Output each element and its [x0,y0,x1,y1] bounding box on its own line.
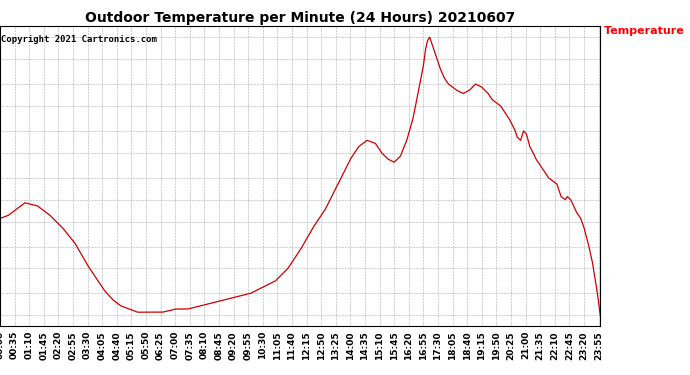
Text: Temperature  (°F): Temperature (°F) [604,26,690,36]
Text: Copyright 2021 Cartronics.com: Copyright 2021 Cartronics.com [1,35,157,44]
Text: Outdoor Temperature per Minute (24 Hours) 20210607: Outdoor Temperature per Minute (24 Hours… [85,11,515,25]
